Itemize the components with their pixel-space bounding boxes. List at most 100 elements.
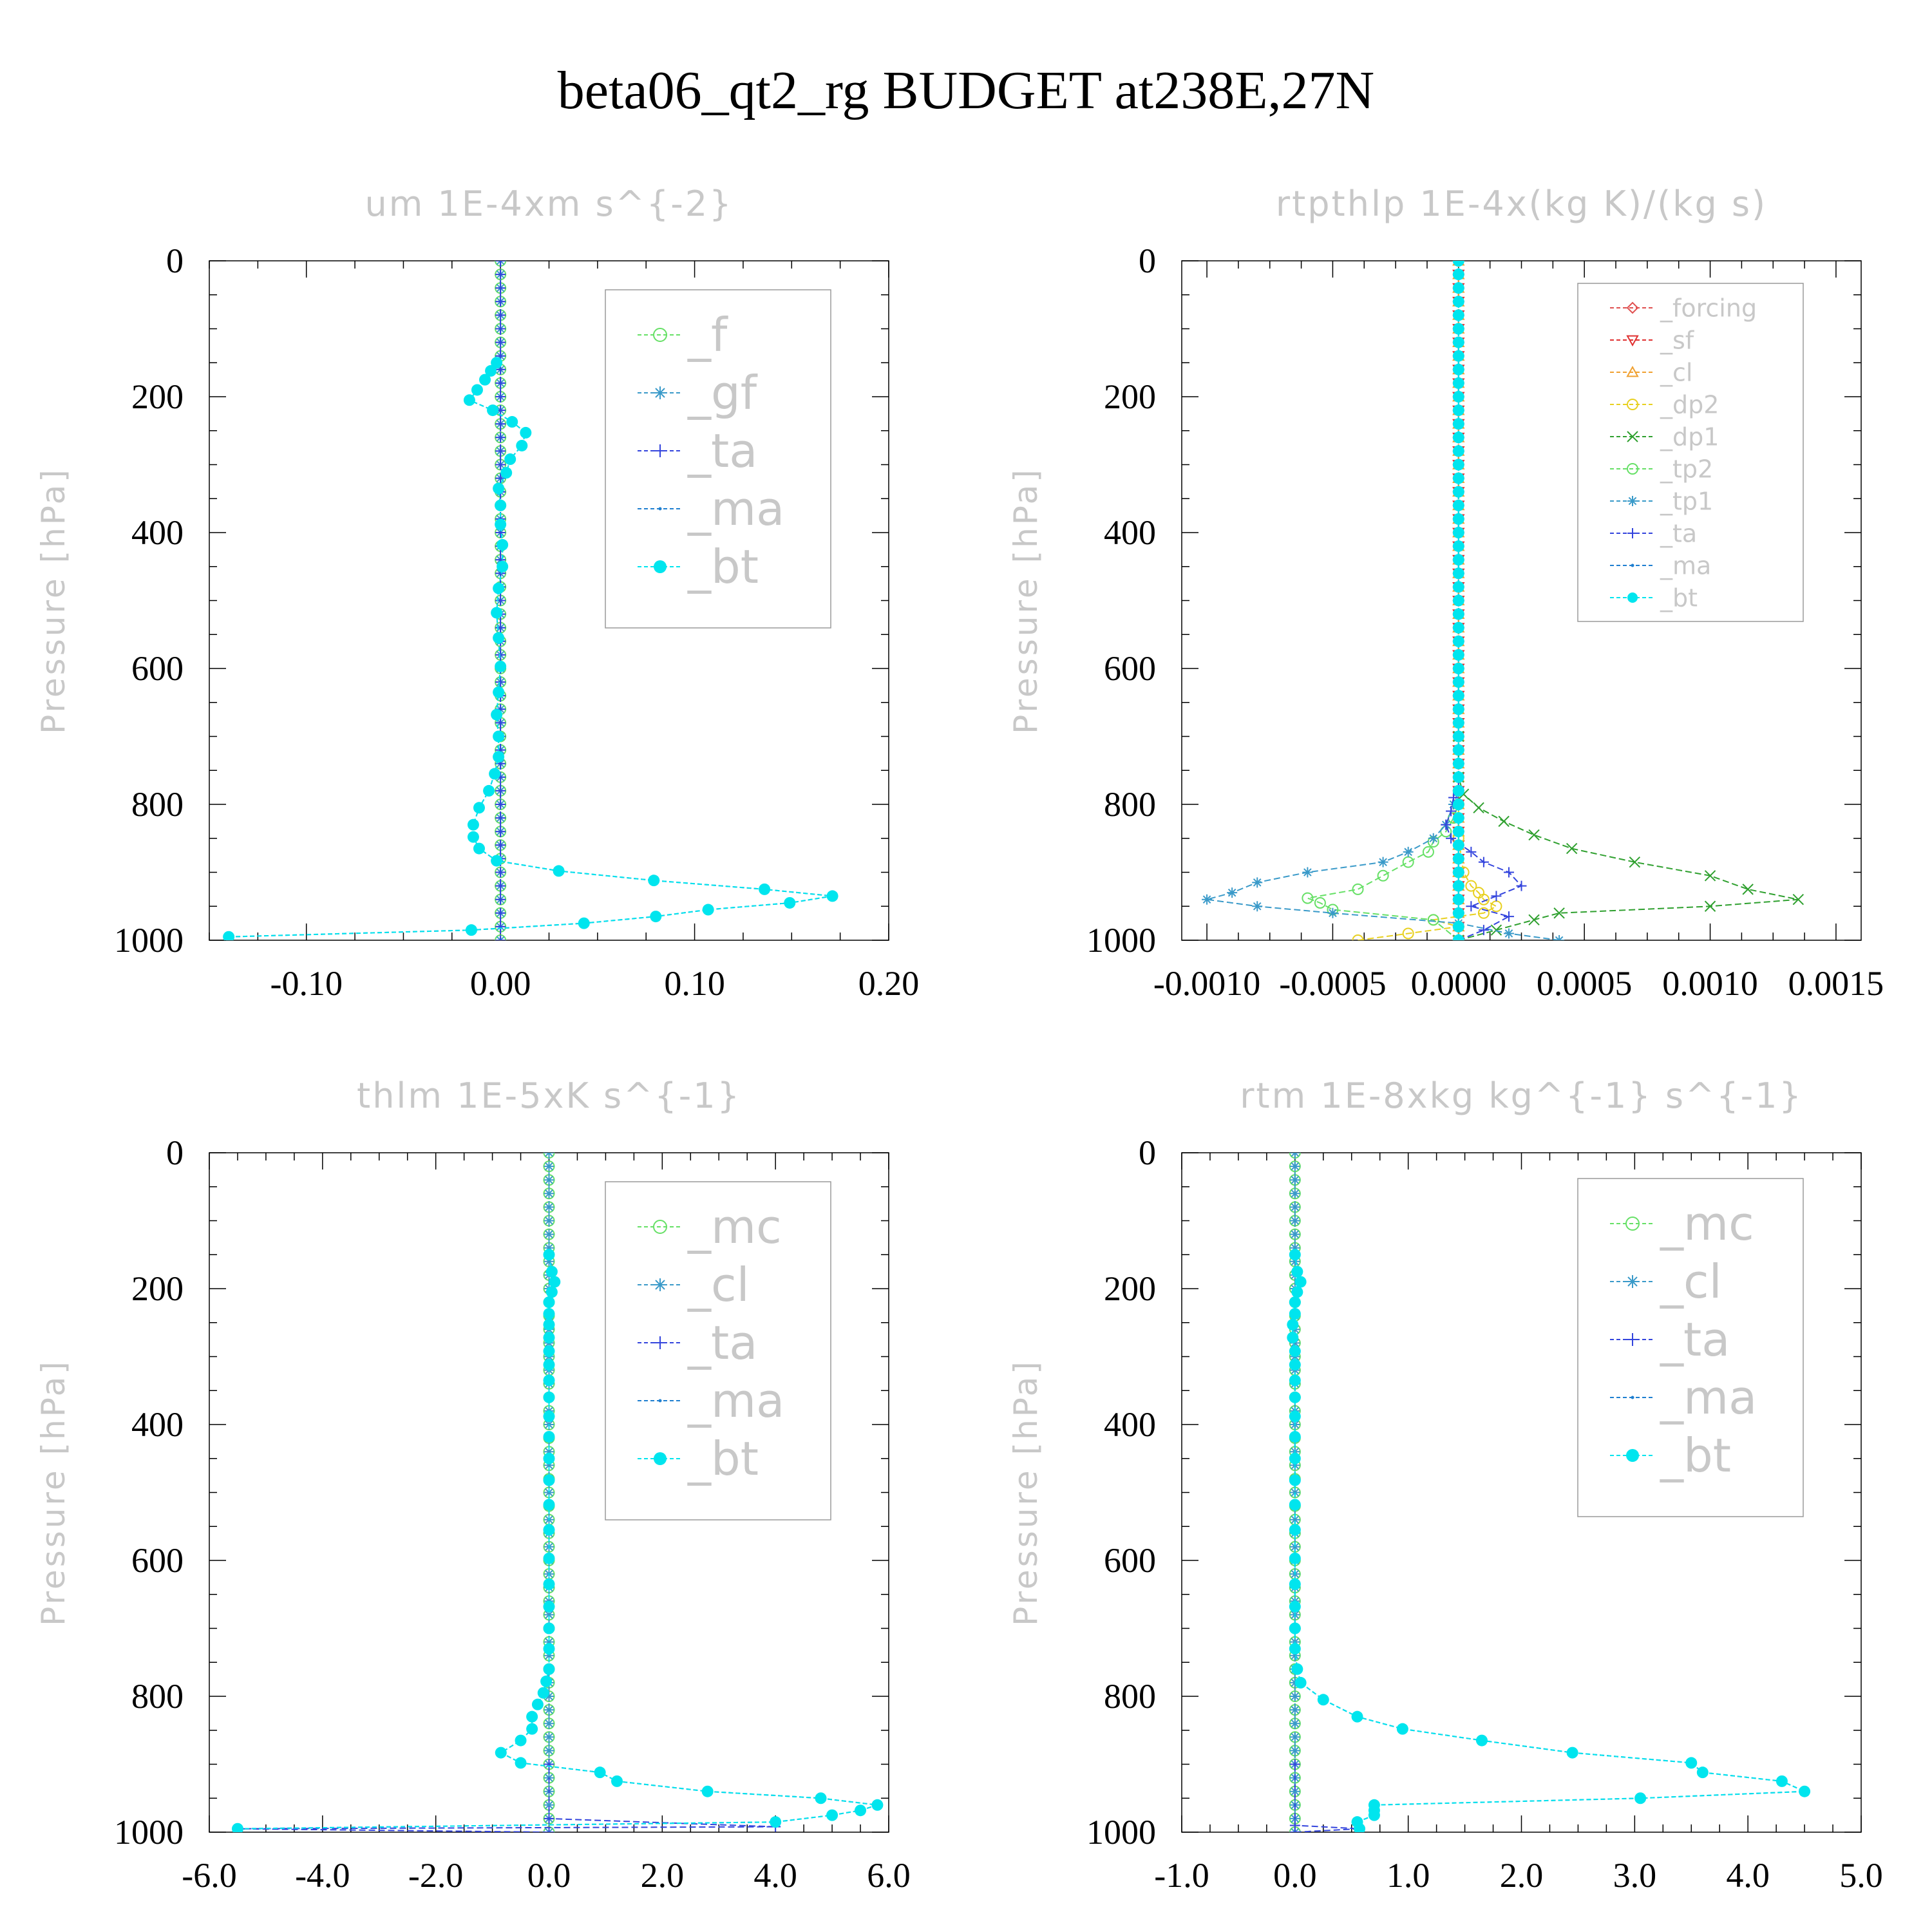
y-axis-label: Pressure [hPa] [35,1359,72,1626]
legend-item: _f [638,308,728,362]
series-bt [223,357,838,940]
legend-item: _bt [1610,1428,1731,1482]
y-tick-label: 800 [131,1677,184,1716]
y-tick-label: 600 [131,1541,184,1580]
y-tick-label: 200 [1104,377,1156,416]
x-tick-label: 2.0 [641,1856,685,1895]
legend-item: _ma [638,1374,784,1428]
legend-item: _tp1 [1610,487,1713,515]
y-tick-label: 200 [131,377,184,416]
x-tick-label: -6.0 [182,1856,236,1895]
series-ta [1289,1759,1365,1832]
x-tick-label: 0.0 [527,1856,571,1895]
x-tick-label: 0.0015 [1788,964,1884,1003]
legend-item: _ma [1610,551,1711,580]
legend-label: _dp1 [1660,422,1719,451]
panel-3: thlm 1E-5xK s^{-1} Pressure [hPa] 0 200 400 6… [35,1075,911,1895]
x-tick-label: 0.0 [1273,1856,1317,1895]
x-tick-label: 6.0 [867,1856,911,1895]
legend-item: _ta [638,424,757,478]
legend-label: _bt [687,540,759,594]
y-tick-label: 1000 [114,1813,184,1852]
y-tick-label: 0 [166,1133,184,1172]
legend-item: _cl [1610,358,1692,386]
x-tick-label: -0.10 [270,964,342,1003]
y-tick-label: 200 [131,1269,184,1308]
x-tick-label: 0.0010 [1662,964,1758,1003]
legend-label: _mc [687,1200,782,1254]
legend-label: _ma [687,1374,784,1428]
legend-label: _sf [1660,326,1695,354]
x-tick-label: 3.0 [1613,1856,1657,1895]
legend-label: _cl [1660,1255,1722,1309]
legend-label: _dp2 [1660,390,1719,419]
legend-label: _f [687,308,728,362]
plot-area [223,261,838,940]
series-line [1305,790,1459,940]
legend-label: _ta [1660,1312,1730,1367]
x-tick-label: 2.0 [1500,1856,1544,1895]
panel-4: rtm 1E-8xkg kg^{-1} s^{-1} Pressure [hPa]… [1007,1075,1883,1895]
y-axis-label: Pressure [hPa] [1007,467,1045,734]
panel-title: rtm 1E-8xkg kg^{-1} s^{-1} [1240,1075,1803,1116]
legend-label: _bt [1660,1428,1731,1482]
x-tick-label: 4.0 [1726,1856,1770,1895]
x-tick-label: 4.0 [753,1856,797,1895]
y-tick-label: 200 [1104,1269,1156,1308]
y-tick-label: 600 [131,649,184,688]
legend-item: _bt [638,1432,759,1486]
x-tick-label: -1.0 [1154,1856,1209,1895]
legend-item: _mc [1610,1197,1754,1251]
legend-item: _tp2 [1610,455,1713,483]
legend-label: _ta [1660,519,1697,547]
y-tick-label: 800 [1104,1677,1156,1716]
x-tick-label: -2.0 [408,1856,463,1895]
x-tick-label: -0.0010 [1153,964,1260,1003]
y-tick-label: 600 [1104,1541,1156,1580]
y-tick-label: 1000 [1086,1813,1156,1852]
legend-box [1577,1178,1804,1517]
legend-item: _dp1 [1610,422,1719,451]
y-tick-label: 400 [131,513,184,552]
series-bt [231,1249,884,1832]
x-tick-label: 5.0 [1839,1856,1883,1895]
legend-label: _gf [687,366,758,420]
y-tick-label: 400 [1104,1405,1156,1444]
legend-item: _ta [638,1316,757,1370]
y-tick-label: 1000 [1086,921,1156,960]
legend-label: _tp1 [1660,487,1713,515]
legend-item: _ta [1610,519,1697,547]
series-line [1457,736,1799,940]
legend: _forcing _sf _cl _dp2 _dp1 _tp2 _tp1 _ta _ma _bt [1577,283,1804,622]
y-tick-label: 0 [166,242,184,280]
legend-item: _ma [638,482,784,536]
x-tick-label: 0.20 [858,964,920,1003]
legend-box [605,1181,831,1520]
y-tick-label: 600 [1104,649,1156,688]
y-tick-label: 800 [1104,785,1156,824]
series-line [1292,1255,1805,1830]
legend-label: _ta [687,1316,757,1370]
legend-item: _gf [638,366,758,420]
legend-label: _tp2 [1660,455,1713,483]
legend-box [1577,283,1804,622]
series-dp1 [1453,730,1804,940]
series-bt [1287,1249,1811,1832]
legend-label: _ma [1660,1370,1757,1425]
legend-item: _cl [1610,1255,1722,1309]
y-tick-label: 1000 [114,921,184,960]
legend-label: _ta [687,424,757,478]
series-bt [1452,261,1464,940]
legend-item: _bt [1610,583,1698,612]
series-line [1445,787,1523,940]
legend-item: _cl [638,1258,750,1312]
legend-item: _mc [638,1200,782,1254]
y-axis-label: Pressure [hPa] [35,467,72,734]
y-axis-label: Pressure [hPa] [1007,1359,1045,1626]
legend: _mc_cl_ta_ma_bt [605,1181,831,1520]
series-ta [232,1759,781,1832]
y-tick-label: 400 [131,1405,184,1444]
x-tick-label: 1.0 [1387,1856,1430,1895]
legend: _mc_cl_ta_ma_bt [1577,1178,1804,1517]
